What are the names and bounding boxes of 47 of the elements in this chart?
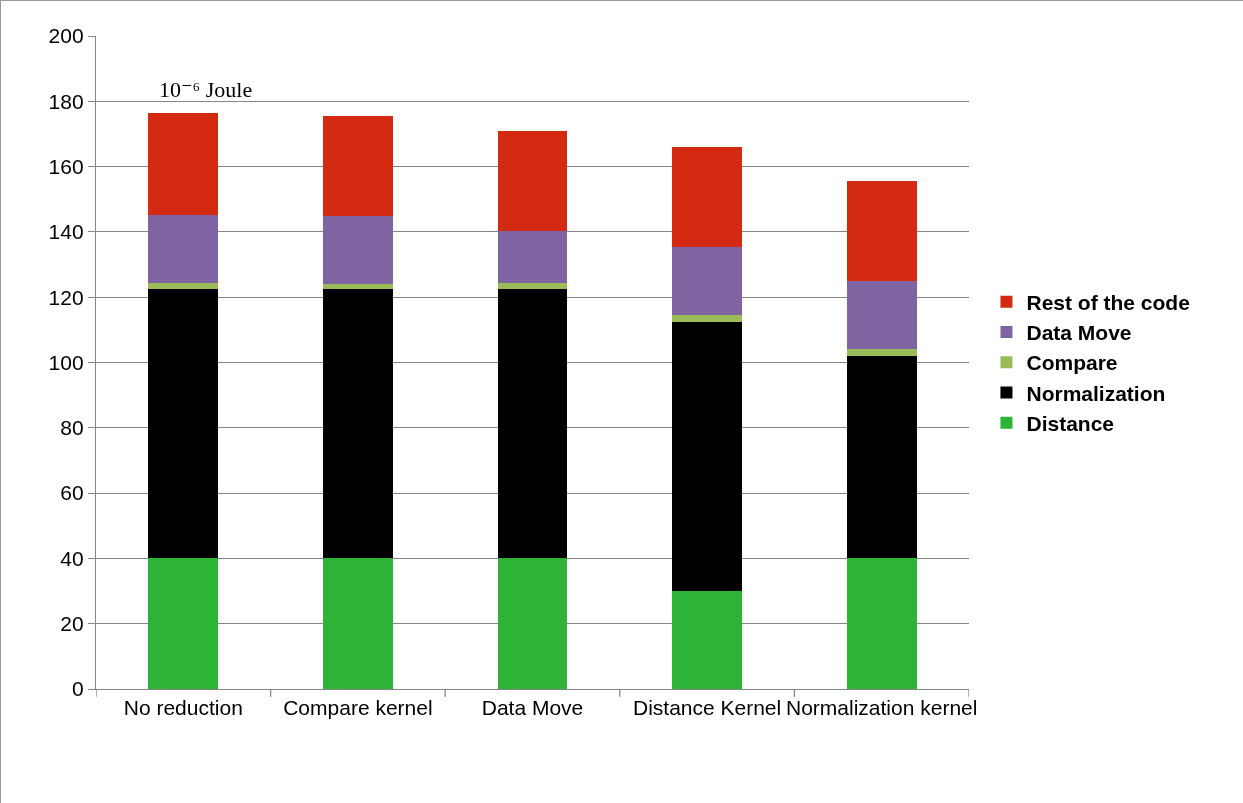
bar: [148, 558, 219, 689]
bar: [846, 349, 917, 356]
y-tick-label: 140: [48, 220, 84, 244]
legend-label: Rest of the code: [1026, 290, 1190, 314]
y-tick-label: 120: [48, 285, 84, 309]
x-tick-label: Normalization kernel: [785, 696, 978, 720]
x-tick-label: Distance Kernel: [632, 696, 782, 720]
bar: [497, 230, 568, 284]
y-tick-label: 80: [60, 416, 84, 440]
y-tick-label: 0: [71, 677, 84, 701]
legend-label: Compare: [1026, 351, 1118, 375]
bar: [497, 131, 568, 231]
bar: [672, 321, 743, 592]
bar: [846, 181, 917, 281]
bar: [148, 214, 219, 284]
y-tick-label: 40: [60, 546, 84, 570]
legend-label: Distance: [1026, 412, 1115, 436]
bar: [672, 591, 743, 689]
bar: [497, 283, 568, 290]
bar: [148, 283, 219, 290]
x-tick-label: No reduction: [123, 696, 243, 720]
y-tick-label: 200: [48, 24, 84, 48]
y-tick-label: 160: [48, 154, 84, 178]
bar: [322, 289, 393, 559]
legend-label: Normalization: [1026, 381, 1166, 405]
bar: [322, 115, 393, 216]
bar: [846, 280, 917, 350]
bar: [672, 147, 743, 247]
x-tick-label: Compare kernel: [283, 696, 433, 720]
bar: [322, 558, 393, 689]
bar: [846, 558, 917, 689]
y-tick-label: 180: [48, 89, 84, 113]
annotation: 10⁻⁶ Joule: [159, 77, 253, 102]
y-tick-label: 60: [60, 481, 84, 505]
y-tick-label: 20: [60, 612, 84, 636]
bar: [322, 284, 393, 290]
legend-label: Data Move: [1026, 321, 1132, 345]
bar: [672, 315, 743, 322]
y-tick-label: 100: [48, 350, 84, 374]
bar: [497, 289, 568, 559]
bar: [497, 558, 568, 689]
bar: [672, 246, 743, 316]
bar: [148, 289, 219, 559]
bar: [148, 113, 219, 215]
bar: [322, 215, 393, 285]
bar: [846, 355, 917, 559]
x-tick-label: Data Move: [481, 696, 584, 720]
